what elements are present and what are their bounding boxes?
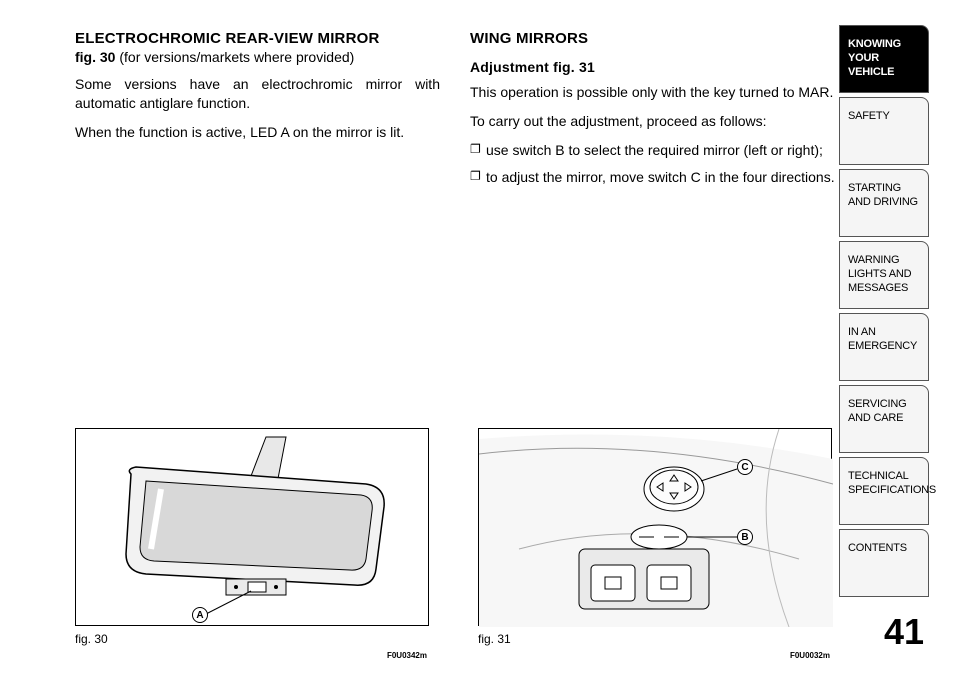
section-title-wing-mirrors: WING MIRRORS: [470, 30, 835, 47]
tab-servicing-and-care[interactable]: SERVICING AND CARE: [839, 385, 929, 453]
paragraph: To carry out the adjustment, proceed as …: [470, 112, 835, 131]
right-column: WING MIRRORS Adjustment fig. 31 This ope…: [470, 30, 835, 195]
figure-30-area: A fig. 30 F0U0342m: [75, 428, 429, 646]
left-column: ELECTROCHROMIC REAR-VIEW MIRROR fig. 30 …: [75, 30, 440, 195]
tab-contents[interactable]: CONTENTS: [839, 529, 929, 597]
subheading-adjustment: Adjustment fig. 31: [470, 59, 835, 75]
paragraph: Some versions have an electrochromic mir…: [75, 75, 440, 113]
tab-knowing-your-vehicle[interactable]: KNOWING YOUR VEHICLE: [839, 25, 929, 93]
callout-b: B: [737, 529, 753, 545]
section-title-electrochromic: ELECTROCHROMIC REAR-VIEW MIRROR: [75, 30, 440, 47]
fig-ref-rest: (for versions/markets where provided): [115, 49, 354, 65]
paragraph: This operation is possible only with the…: [470, 83, 835, 102]
page-number: 41: [884, 611, 924, 653]
figure-31-caption: fig. 31: [478, 632, 832, 646]
tab-technical-specifications[interactable]: TECHNICAL SPECIFICATIONS: [839, 457, 929, 525]
figure-31-code: F0U0032m: [790, 651, 830, 660]
figure-31-illustration: [479, 429, 833, 627]
paragraph: When the function is active, LED A on th…: [75, 123, 440, 142]
tab-in-an-emergency[interactable]: IN AN EMERGENCY: [839, 313, 929, 381]
figure-31-area: C B fig. 31 F0U0032m: [478, 428, 832, 646]
bullet-item: to adjust the mirror, move switch C in t…: [470, 168, 835, 187]
callout-a: A: [192, 607, 208, 623]
tab-starting-and-driving[interactable]: STARTING AND DRIVING: [839, 169, 929, 237]
figure-30-caption: fig. 30: [75, 632, 429, 646]
fig-ref-line: fig. 30 (for versions/markets where prov…: [75, 49, 440, 65]
tab-warning-lights[interactable]: WARNING LIGHTS AND MESSAGES: [839, 241, 929, 309]
chapter-tabs: KNOWING YOUR VEHICLE SAFETY STARTING AND…: [839, 25, 929, 601]
figure-30-box: A: [75, 428, 429, 626]
tab-safety[interactable]: SAFETY: [839, 97, 929, 165]
figure-31-box: C B: [478, 428, 832, 626]
bullet-item: use switch B to select the required mirr…: [470, 141, 835, 160]
callout-c: C: [737, 459, 753, 475]
figure-30-code: F0U0342m: [387, 651, 427, 660]
page: ELECTROCHROMIC REAR-VIEW MIRROR fig. 30 …: [0, 0, 954, 673]
content-columns: ELECTROCHROMIC REAR-VIEW MIRROR fig. 30 …: [75, 30, 835, 195]
fig-ref-bold: fig. 30: [75, 49, 115, 65]
figure-30-illustration: [76, 429, 430, 627]
